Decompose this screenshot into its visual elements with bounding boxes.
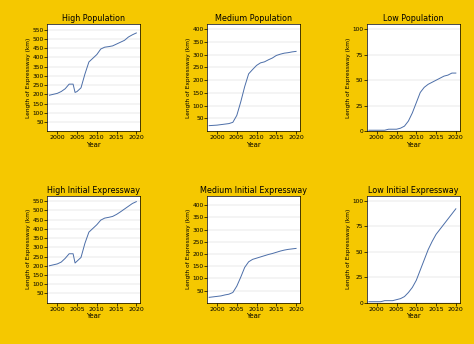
Title: High Population: High Population [63, 14, 125, 23]
X-axis label: Year: Year [406, 142, 421, 148]
X-axis label: Year: Year [86, 142, 101, 148]
Y-axis label: Length of Expressway (km): Length of Expressway (km) [26, 209, 31, 289]
Y-axis label: Length of Expressway (km): Length of Expressway (km) [186, 209, 191, 289]
X-axis label: Year: Year [246, 142, 261, 148]
Y-axis label: Length of Expressway (km): Length of Expressway (km) [346, 37, 351, 118]
X-axis label: Year: Year [246, 313, 261, 319]
X-axis label: Year: Year [406, 313, 421, 319]
Y-axis label: Length of Expressway (km): Length of Expressway (km) [26, 37, 31, 118]
Title: Medium Initial Expressway: Medium Initial Expressway [200, 186, 307, 195]
Y-axis label: Length of Expressway (km): Length of Expressway (km) [346, 209, 351, 289]
X-axis label: Year: Year [86, 313, 101, 319]
Title: Low Initial Expressway: Low Initial Expressway [368, 186, 458, 195]
Title: High Initial Expressway: High Initial Expressway [47, 186, 140, 195]
Title: Medium Population: Medium Population [215, 14, 292, 23]
Y-axis label: Length of Expressway (km): Length of Expressway (km) [186, 37, 191, 118]
Title: Low Population: Low Population [383, 14, 444, 23]
